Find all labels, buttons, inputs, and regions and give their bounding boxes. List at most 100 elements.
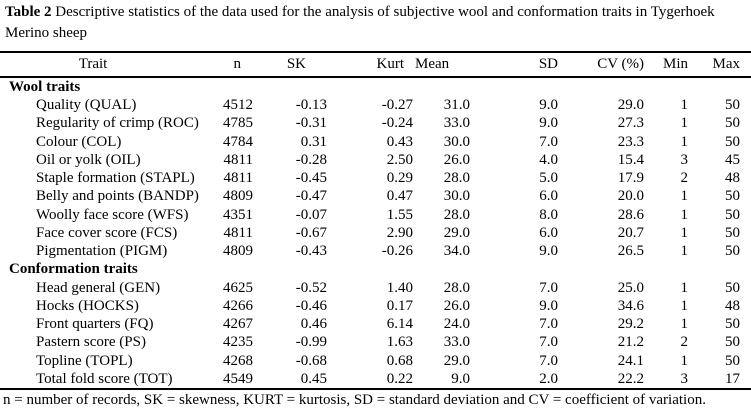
column-header-max: Max [690, 52, 742, 78]
kurt-value: 2.90 [386, 224, 413, 241]
mean-value: 30.0 [443, 133, 470, 150]
sk-value: -0.43 [295, 243, 327, 260]
max-value: 50 [725, 115, 740, 132]
cv-value: 27.3 [617, 115, 644, 132]
section-header-label: Conformation traits [9, 261, 138, 278]
sd-value: 7.0 [539, 279, 558, 296]
max-value: 50 [725, 352, 740, 369]
column-header-row: Trait n SK Kurt Mean SD CV (%) Min Max [0, 52, 751, 78]
cv-value: 22.2 [560, 369, 646, 390]
mean-value: 33.0 [443, 115, 470, 132]
row-spacer [742, 352, 751, 370]
sd-value: 6.0 [539, 224, 558, 241]
mean-value: 30.0 [443, 188, 470, 205]
mean-value: 28.0 [443, 170, 470, 187]
sd-value: 7.0 [539, 316, 558, 333]
max-value: 50 [725, 133, 740, 150]
kurt-value: -0.24 [381, 115, 413, 132]
trait-label: Face cover score (FCS) [36, 224, 178, 241]
max-value: 48 [725, 297, 740, 314]
column-header-cv: CV (%) [560, 52, 646, 78]
sd-value: 9.0 [539, 243, 558, 260]
cv-value: 24.1 [617, 352, 644, 369]
kurt-value: 0.43 [386, 133, 413, 150]
row-spacer [742, 369, 751, 390]
row-spacer [742, 333, 751, 351]
table-caption: Table 2 Descriptive statistics of the da… [5, 2, 749, 43]
cv-value: 15.4 [617, 151, 644, 168]
max-value: 50 [725, 334, 740, 351]
max-value: 50 [725, 224, 740, 241]
n-value: 4809 [223, 243, 253, 260]
min-value: 2 [680, 334, 689, 351]
sk-value: -0.46 [295, 297, 327, 314]
sk-value: -0.13 [295, 97, 327, 114]
min-value: 1 [680, 115, 689, 132]
trait-label: Hocks (HOCKS) [36, 297, 139, 314]
cv-value: 23.3 [617, 133, 644, 150]
max-value: 50 [725, 243, 740, 260]
mean-value: 26.0 [443, 151, 470, 168]
section-header-row: Conformation traits [0, 260, 751, 278]
table-row: Topline (TOPL) 4268 -0.68 0.68 29.0 7.0 … [0, 352, 751, 370]
max-value: 50 [725, 97, 740, 114]
row-spacer [742, 151, 751, 169]
row-spacer [742, 96, 751, 114]
cv-value: 28.6 [617, 206, 644, 223]
cv-value: 21.2 [617, 334, 644, 351]
min-value: 3 [646, 369, 690, 390]
cv-value: 20.0 [617, 188, 644, 205]
column-header-spacer [742, 52, 751, 78]
descriptive-statistics-table: Trait n SK Kurt Mean SD CV (%) Min Max W… [0, 51, 751, 390]
mean-value: 31.0 [443, 97, 470, 114]
sk-value: -0.45 [295, 170, 327, 187]
trait-label: Pigmentation (PIGM) [36, 243, 168, 260]
cv-value: 29.0 [617, 97, 644, 114]
trait-label: Total fold score (TOT) [0, 369, 212, 390]
sd-value: 9.0 [539, 97, 558, 114]
column-header-kurt: Kurt [329, 52, 415, 78]
max-value: 45 [725, 151, 740, 168]
kurt-value: -0.27 [381, 97, 413, 114]
max-value: 17 [690, 369, 742, 390]
kurt-value: 0.68 [386, 352, 413, 369]
sd-value: 9.0 [539, 115, 558, 132]
trait-label: Staple formation (STAPL) [36, 170, 195, 187]
sk-value: -0.07 [295, 206, 327, 223]
row-spacer [742, 114, 751, 132]
sd-value: 7.0 [539, 133, 558, 150]
n-value: 4266 [223, 297, 253, 314]
sd-value: 7.0 [539, 334, 558, 351]
trait-label: Woolly face score (WFS) [36, 206, 189, 223]
column-header-sk: SK [255, 52, 329, 78]
sk-value: -0.28 [295, 151, 327, 168]
n-value: 4512 [223, 97, 253, 114]
kurt-value: -0.26 [381, 243, 413, 260]
kurt-value: 1.63 [386, 334, 413, 351]
n-value: 4811 [223, 170, 253, 187]
mean-value: 33.0 [443, 334, 470, 351]
n-value: 4811 [223, 151, 253, 168]
table-row: Pastern score (PS) 4235 -0.99 1.63 33.0 … [0, 333, 751, 351]
mean-value: 29.0 [443, 352, 470, 369]
n-value: 4625 [223, 279, 253, 296]
max-value: 50 [725, 188, 740, 205]
mean-value: 24.0 [443, 316, 470, 333]
n-value: 4809 [223, 188, 253, 205]
row-spacer [742, 279, 751, 297]
max-value: 50 [725, 206, 740, 223]
trait-label: Oil or yolk (OIL) [36, 151, 141, 168]
kurt-value: 0.29 [386, 170, 413, 187]
mean-value: 26.0 [443, 297, 470, 314]
table-row: Quality (QUAL) 4512 -0.13 -0.27 31.0 9.0… [0, 96, 751, 114]
trait-label: Quality (QUAL) [36, 97, 137, 114]
n-value: 4784 [223, 133, 253, 150]
trait-label: Belly and points (BANDP) [36, 188, 199, 205]
table-footnote: n = number of records, SK = skewness, KU… [3, 392, 706, 408]
sd-value: 8.0 [539, 206, 558, 223]
cv-value: 20.7 [617, 224, 644, 241]
table-row: Regularity of crimp (ROC) 4785 -0.31 -0.… [0, 114, 751, 132]
sk-value: -0.68 [295, 352, 327, 369]
row-spacer [742, 206, 751, 224]
min-value: 1 [680, 133, 689, 150]
